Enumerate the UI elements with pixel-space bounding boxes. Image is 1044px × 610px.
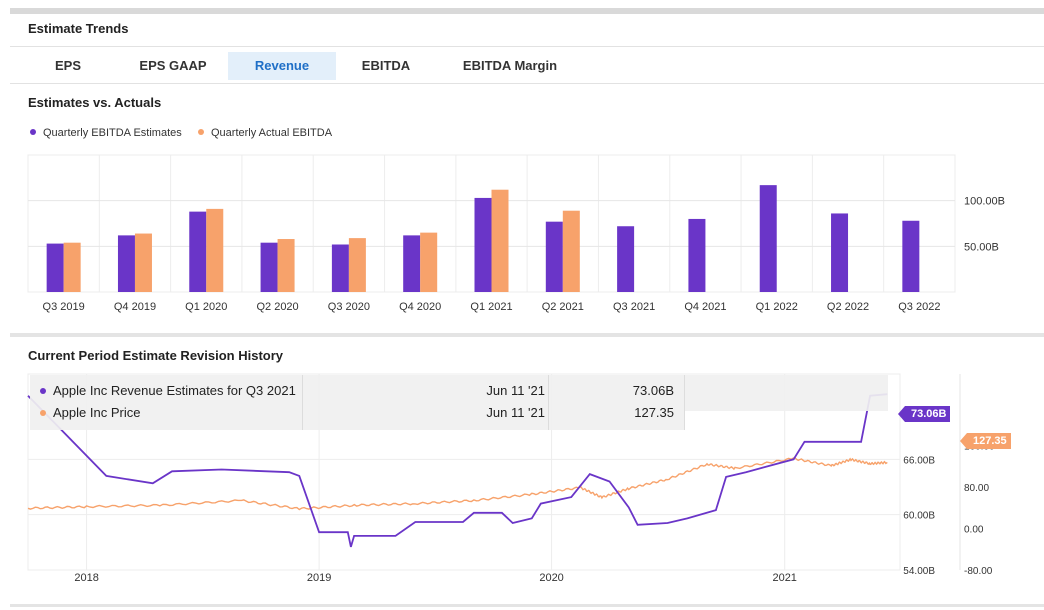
bar-estimate xyxy=(545,221,563,292)
bar-estimate xyxy=(331,244,349,292)
left-y-tick-label: 54.00B xyxy=(903,566,935,577)
x-tick-label: Q4 2021 xyxy=(684,301,726,313)
bar-estimate xyxy=(688,218,706,292)
x-tick-label: 2020 xyxy=(539,572,563,584)
tab-revenue[interactable]: Revenue xyxy=(228,52,336,80)
section-title-revision-history: Current Period Estimate Revision History xyxy=(28,348,284,363)
x-tick-label: Q1 2020 xyxy=(185,301,227,313)
right-y-tick-label: 0.00 xyxy=(964,525,984,536)
tooltip-divider xyxy=(548,375,549,430)
tooltip-value: 73.06B xyxy=(632,383,674,398)
right-y-tick-label: -80.00 xyxy=(964,566,993,577)
tab-eps[interactable]: EPS xyxy=(54,58,81,73)
x-tick-label: Q3 2021 xyxy=(613,301,655,313)
y-tick-label: 50.00B xyxy=(964,241,999,253)
section-divider xyxy=(10,333,1044,337)
bar-estimate xyxy=(189,211,207,292)
bar-estimate xyxy=(617,226,635,292)
tab-eps-gaap[interactable]: EPS GAAP xyxy=(139,58,207,73)
legend-item-estimates[interactable]: Quarterly EBITDA Estimates xyxy=(30,127,182,139)
series-line-price xyxy=(27,457,888,511)
x-tick-label: Q4 2020 xyxy=(399,301,441,313)
top-border xyxy=(10,8,1044,14)
y-tick-label: 100.00B xyxy=(964,196,1005,208)
bar-actual xyxy=(562,210,580,292)
tooltip-row-estimate: Apple Inc Revenue Estimates for Q3 2021 … xyxy=(30,380,685,402)
x-tick-label: Q1 2021 xyxy=(470,301,512,313)
x-tick-label: Q3 2020 xyxy=(328,301,370,313)
bar-estimate xyxy=(117,235,135,292)
bar-chart: 50.00B 100.00B Q3 2019 Q4 2019 Q1 2020 Q2 202… xyxy=(27,154,1005,313)
tab-ebitda-margin[interactable]: EBITDA Margin xyxy=(462,58,558,73)
tooltip-date: Jun 11 '21 xyxy=(486,383,545,398)
legend-dot-icon xyxy=(30,129,36,136)
section-title-estimates-vs-actuals: Estimates vs. Actuals xyxy=(28,95,162,110)
bar-actual xyxy=(63,242,81,292)
legend-label: Quarterly Actual EBITDA xyxy=(211,127,333,139)
series-line-estimate xyxy=(27,393,888,548)
x-tick-label: Q3 2019 xyxy=(43,301,85,313)
bottom-border xyxy=(10,604,1044,607)
widget-title: Estimate Trends xyxy=(28,21,129,36)
tab-ebitda[interactable]: EBITDA xyxy=(361,58,411,73)
x-tick-label: Q4 2019 xyxy=(114,301,156,313)
chart-tooltip: Apple Inc Revenue Estimates for Q3 2021 … xyxy=(30,375,685,430)
bar-estimate xyxy=(902,220,920,292)
bar-actual xyxy=(134,233,152,292)
bar-actual xyxy=(277,239,295,292)
legend-dot-icon xyxy=(40,387,46,394)
x-tick-label: 2019 xyxy=(307,572,331,584)
x-tick-label: 2021 xyxy=(772,572,796,584)
bar-estimate xyxy=(831,213,849,292)
x-tick-label: Q3 2022 xyxy=(898,301,940,313)
tooltip-series-name: Apple Inc Price xyxy=(53,405,141,420)
legend-item-actuals[interactable]: Quarterly Actual EBITDA xyxy=(198,127,332,139)
tooltip-date: Jun 11 '21 xyxy=(486,405,545,420)
bar-actual xyxy=(348,238,366,292)
x-tick-label: Q2 2022 xyxy=(827,301,869,313)
bar-estimate xyxy=(474,197,492,292)
bar-actual xyxy=(491,189,509,292)
tooltip-series-name: Apple Inc Revenue Estimates for Q3 2021 xyxy=(53,383,296,398)
tooltip-divider xyxy=(302,375,303,430)
x-tick-label: Q1 2022 xyxy=(756,301,798,313)
left-y-tick-label: 66.00B xyxy=(903,455,935,466)
x-tick-label: Q2 2021 xyxy=(542,301,584,313)
tooltip-row-price: Apple Inc Price Jun 11 '21 127.35 xyxy=(30,402,685,424)
left-y-tick-label: 60.00B xyxy=(903,511,935,522)
legend-label: Quarterly EBITDA Estimates xyxy=(43,127,182,139)
x-tick-label: 2018 xyxy=(74,572,98,584)
right-y-tick-label: 80.00 xyxy=(964,483,989,494)
bar-estimate xyxy=(759,185,777,292)
tooltip-value: 127.35 xyxy=(634,405,674,420)
legend-dot-icon xyxy=(40,409,46,416)
last-value-flag-estimate: 73.06B xyxy=(897,406,951,422)
bar-estimate xyxy=(403,235,421,292)
x-tick-label: Q2 2020 xyxy=(256,301,298,313)
bar-estimate xyxy=(46,243,64,292)
bar-actual xyxy=(420,232,438,292)
bar-estimate xyxy=(260,242,278,292)
bar-actual xyxy=(206,208,224,292)
last-value-flag-price: 127.35 xyxy=(960,433,1011,449)
legend-dot-icon xyxy=(198,129,204,136)
metric-tabs: EPS EPS GAAP Revenue EBITDA EBITDA Margi… xyxy=(10,46,1044,84)
tooltip-extension xyxy=(685,375,888,411)
